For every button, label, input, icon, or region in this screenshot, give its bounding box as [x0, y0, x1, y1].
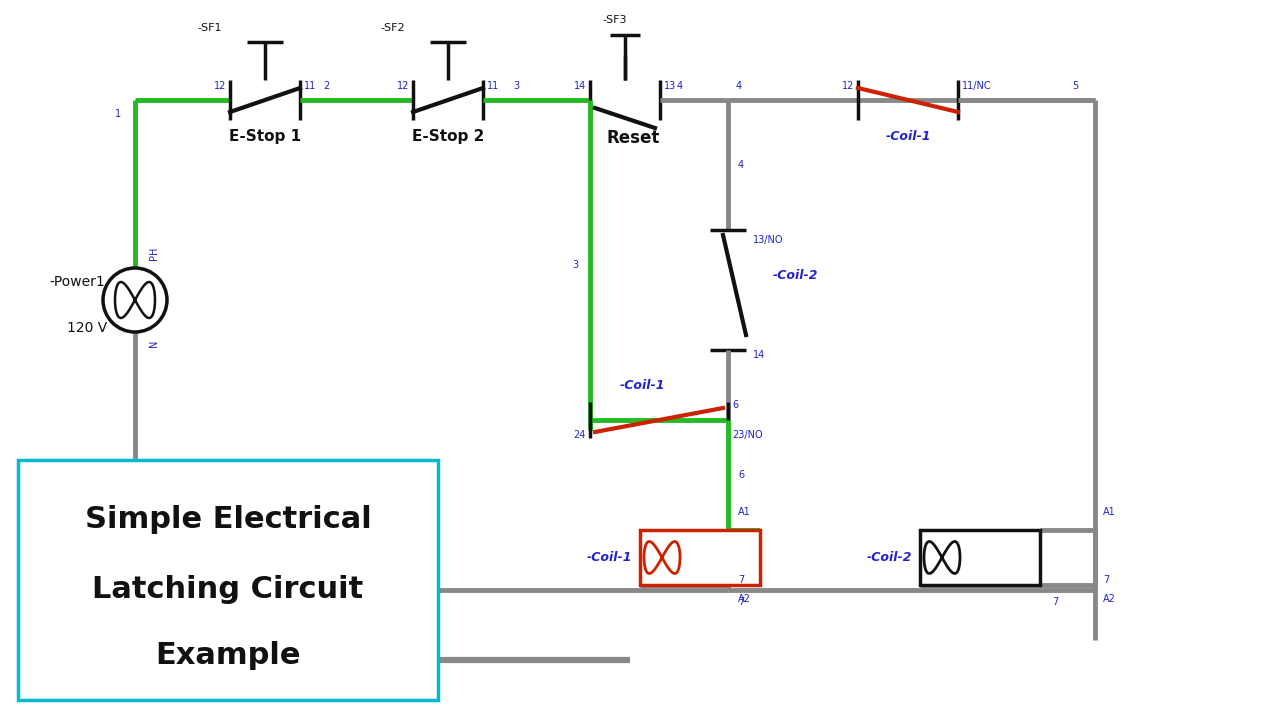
Text: N: N — [148, 340, 159, 347]
Text: Example: Example — [155, 641, 301, 670]
Text: 7: 7 — [1052, 597, 1059, 607]
Text: 13: 13 — [664, 81, 676, 91]
Text: 7: 7 — [739, 575, 744, 585]
Text: -SF1: -SF1 — [197, 23, 223, 33]
Text: 23/NO: 23/NO — [732, 430, 763, 440]
Bar — [920, 530, 1039, 585]
Text: 14: 14 — [753, 350, 765, 360]
Text: -Coil-2: -Coil-2 — [773, 269, 818, 282]
Text: 6: 6 — [732, 400, 739, 410]
Text: 11: 11 — [486, 81, 499, 91]
Text: -Power1: -Power1 — [49, 275, 105, 289]
Text: A2: A2 — [739, 594, 751, 604]
Bar — [18, 460, 438, 700]
Text: E-Stop 2: E-Stop 2 — [412, 128, 484, 143]
Text: A2: A2 — [1103, 594, 1116, 604]
Text: 4: 4 — [736, 81, 742, 91]
Text: 7: 7 — [1103, 575, 1110, 585]
Text: 3: 3 — [513, 81, 520, 91]
Text: 12: 12 — [214, 81, 227, 91]
Text: E-Stop 1: E-Stop 1 — [229, 128, 301, 143]
Text: 120 V: 120 V — [67, 321, 108, 335]
Text: PH: PH — [148, 247, 159, 260]
Text: -Coil-1: -Coil-1 — [586, 551, 632, 564]
Text: -Coil-1: -Coil-1 — [886, 130, 931, 143]
Text: 5: 5 — [1071, 81, 1078, 91]
Bar — [640, 530, 760, 585]
Text: 4: 4 — [677, 81, 684, 91]
Text: A1: A1 — [1103, 507, 1116, 517]
Text: 24: 24 — [573, 430, 586, 440]
Text: 1: 1 — [115, 109, 122, 119]
Text: 7: 7 — [739, 597, 744, 607]
Text: 12: 12 — [397, 81, 410, 91]
Text: 14: 14 — [573, 81, 586, 91]
Text: 6: 6 — [739, 470, 744, 480]
Text: 13/NO: 13/NO — [753, 235, 783, 245]
Text: Simple Electrical: Simple Electrical — [84, 505, 371, 534]
Text: -SF3: -SF3 — [603, 15, 627, 25]
Text: -Coil-2: -Coil-2 — [867, 551, 911, 564]
Text: 11/NC: 11/NC — [963, 81, 992, 91]
Text: 2: 2 — [323, 81, 329, 91]
Text: A1: A1 — [739, 507, 751, 517]
Text: 12: 12 — [842, 81, 854, 91]
Text: 3: 3 — [572, 260, 579, 270]
Text: -SF2: -SF2 — [380, 23, 406, 33]
Text: Latching Circuit: Latching Circuit — [92, 575, 364, 605]
Text: 4: 4 — [739, 160, 744, 170]
Text: Reset: Reset — [607, 129, 659, 147]
Text: -Coil-1: -Coil-1 — [620, 379, 666, 392]
Text: 11: 11 — [305, 81, 316, 91]
